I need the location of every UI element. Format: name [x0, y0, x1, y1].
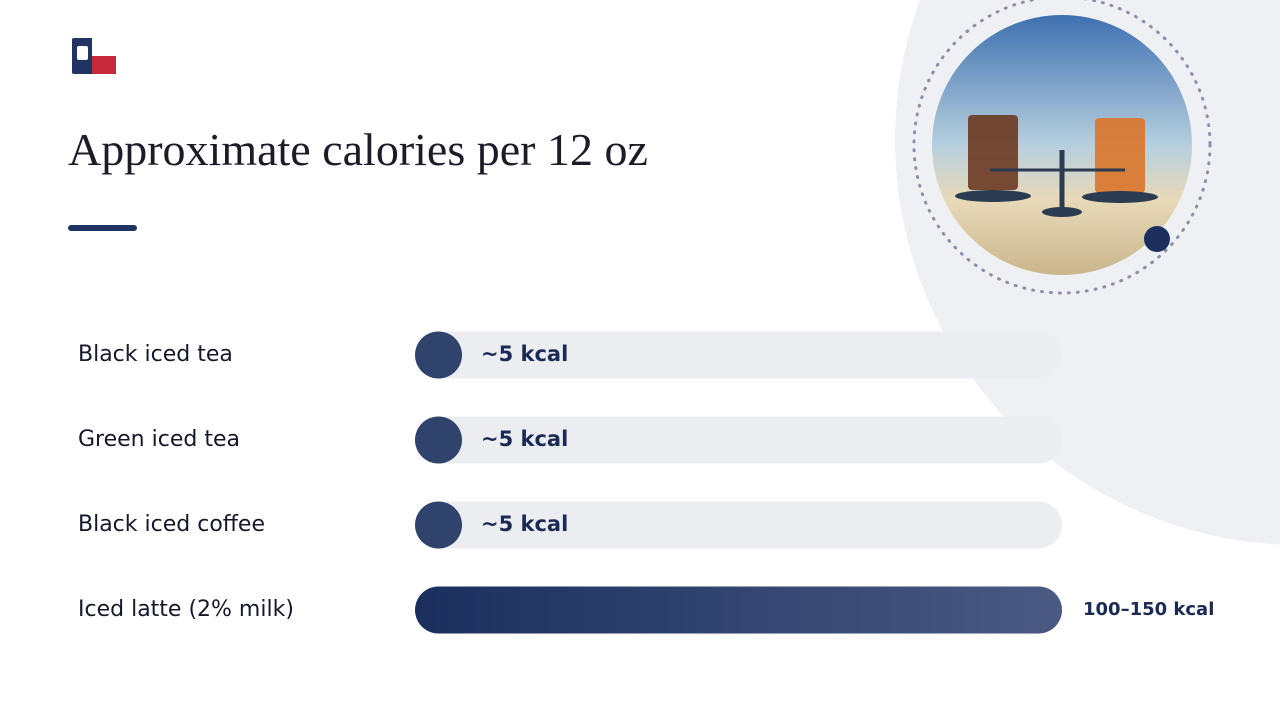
category-label: Green iced tea: [78, 427, 240, 452]
bar-track: [415, 501, 1062, 549]
category-label: Black iced tea: [78, 342, 233, 367]
bar: [415, 586, 1062, 634]
value-label: ~5 kcal: [481, 427, 568, 451]
value-label: 100–150 kcal: [1083, 599, 1214, 620]
bar-track: [415, 416, 1062, 464]
category-label: Black iced coffee: [78, 512, 265, 537]
bar: [415, 416, 462, 464]
value-label: ~5 kcal: [481, 342, 568, 366]
value-label: ~5 kcal: [481, 512, 568, 536]
category-label: Iced latte (2% milk): [78, 597, 294, 622]
accent-dot: [1144, 226, 1170, 252]
bar: [415, 331, 462, 379]
dotted-ring: [912, 0, 1212, 295]
logo: [72, 38, 116, 74]
chart-title: Approximate calories per 12 oz: [68, 124, 648, 175]
title-underline: [68, 225, 137, 231]
bar: [415, 501, 462, 549]
bar-track: [415, 331, 1062, 379]
